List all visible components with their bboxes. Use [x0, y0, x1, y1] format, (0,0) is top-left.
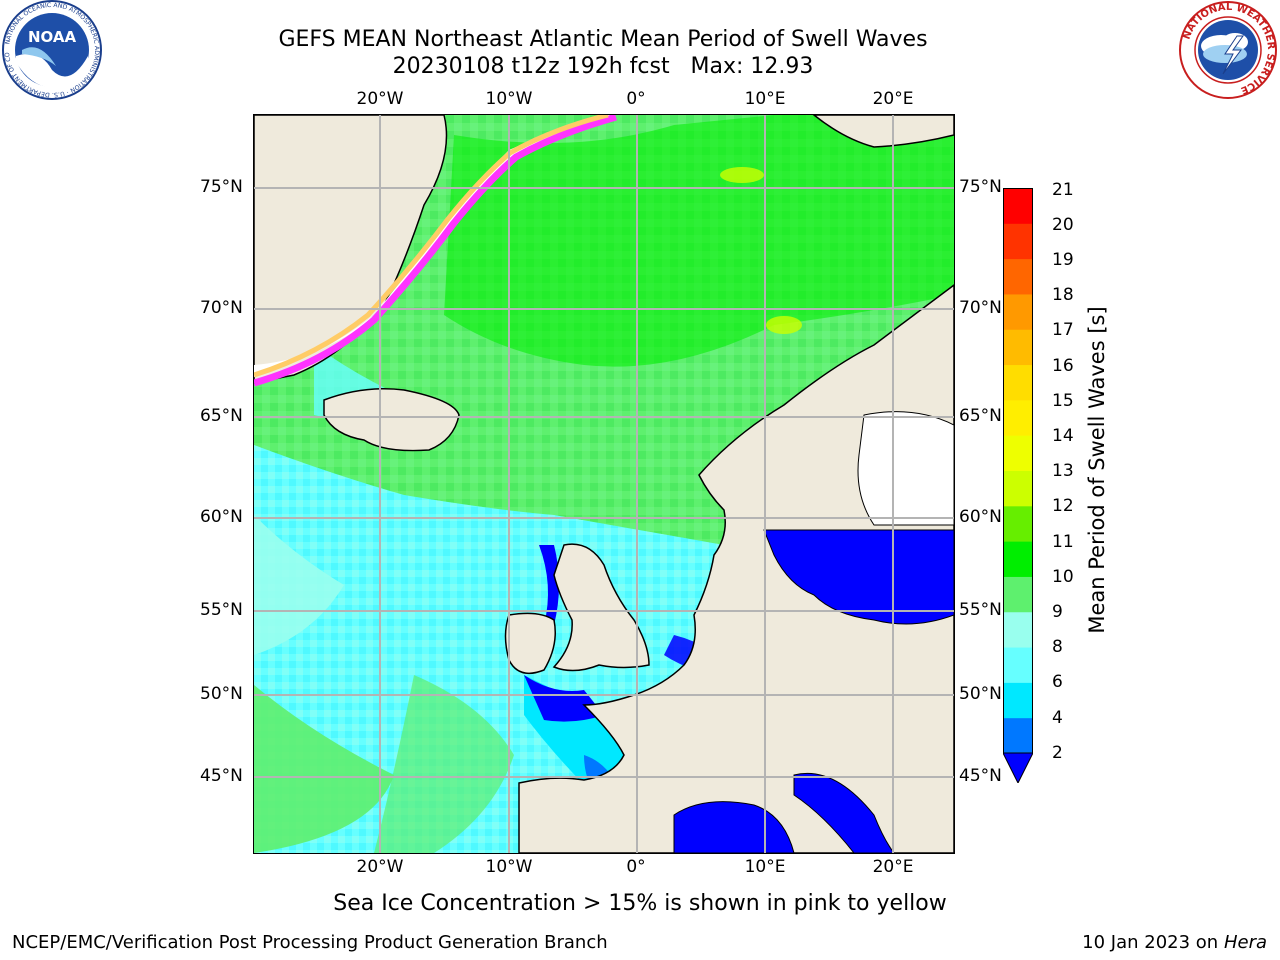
colorbar-segment — [1003, 611, 1033, 648]
baltic-sea — [763, 529, 954, 625]
colorbar-segment — [1003, 364, 1033, 401]
swell-band-10s-s — [374, 675, 514, 853]
map-frame — [253, 114, 955, 854]
lon-label-top-20w: 20°W — [356, 89, 404, 109]
lon-label-top-20e: 20°E — [872, 89, 914, 109]
lon-label-top-0: 0° — [626, 89, 646, 109]
footer-branch: NCEP/EMC/Verification Post Processing Pr… — [12, 932, 608, 953]
colorbar-tick-2: 2 — [1052, 743, 1063, 763]
lon-label-bottom-20e: 20°E — [872, 857, 914, 877]
colorbar-extend-min — [1003, 752, 1033, 783]
sea-ice-note-text: Sea Ice Concentration > 15% is shown in … — [333, 891, 947, 916]
great-britain — [552, 543, 650, 672]
noaa-logo-text: NOAA — [28, 28, 77, 46]
colorbar-tick-15: 15 — [1052, 391, 1074, 411]
colorbar-segment — [1003, 505, 1033, 542]
colorbar-outline — [1003, 188, 1033, 754]
lat-label-left-75n: 75°N — [200, 177, 243, 197]
colorbar-segment — [1003, 717, 1033, 754]
chart-subtitle: 20230108 t12z 192h fcst Max: 12.93 — [392, 54, 814, 79]
lat-label-right-45n: 45°N — [959, 766, 1002, 786]
footer-machine: Hera — [1223, 932, 1267, 953]
swell-band-11s — [444, 115, 954, 367]
colorbar-tick-17: 17 — [1052, 320, 1074, 340]
swell-band-2s-irishsea — [539, 545, 559, 625]
swell-band-10s-sw — [254, 685, 394, 853]
lat-label-right-70n: 70°N — [959, 298, 1002, 318]
swell-period-map — [254, 115, 954, 853]
colorbar-segment — [1003, 258, 1033, 295]
svalbard — [812, 115, 954, 148]
colorbar-tick-11: 11 — [1052, 532, 1074, 552]
colorbar-tick-14: 14 — [1052, 426, 1074, 446]
nws-logo: NATIONAL WEATHER SERVICE — [1179, 1, 1277, 99]
colorbar-segment — [1003, 647, 1033, 683]
colorbar-tick-20: 20 — [1052, 215, 1074, 235]
swell-band-2s-channel — [524, 675, 604, 722]
sea-ice-edge-yellow — [254, 115, 609, 378]
swell-max-patch-2 — [766, 316, 802, 334]
lat-label-left-55n: 55°N — [200, 600, 243, 620]
colorbar-segment — [1003, 435, 1033, 471]
lat-label-left-45n: 45°N — [200, 766, 243, 786]
lat-label-left-65n: 65°N — [200, 406, 243, 426]
colorbar-tick-10: 10 — [1052, 567, 1074, 587]
chart-title: GEFS MEAN Northeast Atlantic Mean Period… — [278, 27, 928, 52]
swell-max-patch-1 — [720, 167, 764, 183]
lon-label-bottom-10w: 10°W — [485, 857, 533, 877]
colorbar-segment — [1003, 682, 1033, 719]
colorbar-segment — [1003, 293, 1033, 330]
colorbar-tick-9: 9 — [1052, 602, 1063, 622]
swell-band-9s-west — [254, 515, 344, 655]
colorbar-segment — [1003, 223, 1033, 260]
lat-label-left-60n: 60°N — [200, 507, 243, 527]
footer-date-text: 10 Jan 2023 on — [1082, 932, 1219, 953]
land — [254, 115, 954, 853]
lat-label-right-55n: 55°N — [959, 600, 1002, 620]
colorbar-tick-13: 13 — [1052, 461, 1074, 481]
lon-label-bottom-20w: 20°W — [356, 857, 404, 877]
graticule — [254, 115, 954, 853]
lat-label-left-50n: 50°N — [200, 684, 243, 704]
gulf-of-bothnia — [857, 411, 954, 526]
colorbar-segment — [1003, 541, 1033, 577]
colorbar-segment — [1003, 576, 1033, 613]
ireland — [504, 612, 556, 675]
lon-label-top-10w: 10°W — [485, 89, 533, 109]
colorbar-tick-18: 18 — [1052, 285, 1074, 305]
lat-label-right-75n: 75°N — [959, 177, 1002, 197]
colorbar-tick-4: 4 — [1052, 708, 1063, 728]
adriatic-sea — [793, 772, 895, 853]
colorbar-tick-6: 6 — [1052, 672, 1063, 692]
lat-label-right-60n: 60°N — [959, 507, 1002, 527]
lat-label-right-65n: 65°N — [959, 406, 1002, 426]
colorbar — [1003, 188, 1033, 783]
colorbar-segment — [1003, 470, 1033, 507]
lon-label-bottom-10e: 10°E — [744, 857, 786, 877]
sea-ice-edge-pink — [254, 115, 617, 387]
lon-label-bottom-0: 0° — [626, 857, 646, 877]
colorbar-tick-16: 16 — [1052, 356, 1074, 376]
footer-date: 10 Jan 2023 on Hera — [1082, 932, 1267, 953]
colorbar-tick-8: 8 — [1052, 637, 1063, 657]
lat-label-right-50n: 50°N — [959, 684, 1002, 704]
colorbar-label: Mean Period of Swell Waves [s] — [1085, 306, 1109, 634]
sea-ice-note: Sea Ice Concentration > 15% is shown in … — [0, 891, 1280, 916]
colorbar-segment — [1003, 399, 1033, 436]
colorbar-tick-12: 12 — [1052, 496, 1074, 516]
iceland — [323, 388, 460, 452]
lon-label-top-10e: 10°E — [744, 89, 786, 109]
lat-label-left-70n: 70°N — [200, 298, 243, 318]
greenland — [254, 115, 448, 384]
colorbar-segment — [1003, 329, 1033, 366]
colorbar-tick-21: 21 — [1052, 180, 1074, 200]
noaa-logo: NOAA NATIONAL OCEANIC AND ATMOSPHERIC AD… — [0, 0, 102, 100]
colorbar-tick-19: 19 — [1052, 250, 1074, 270]
colorbar-segment — [1003, 188, 1033, 224]
